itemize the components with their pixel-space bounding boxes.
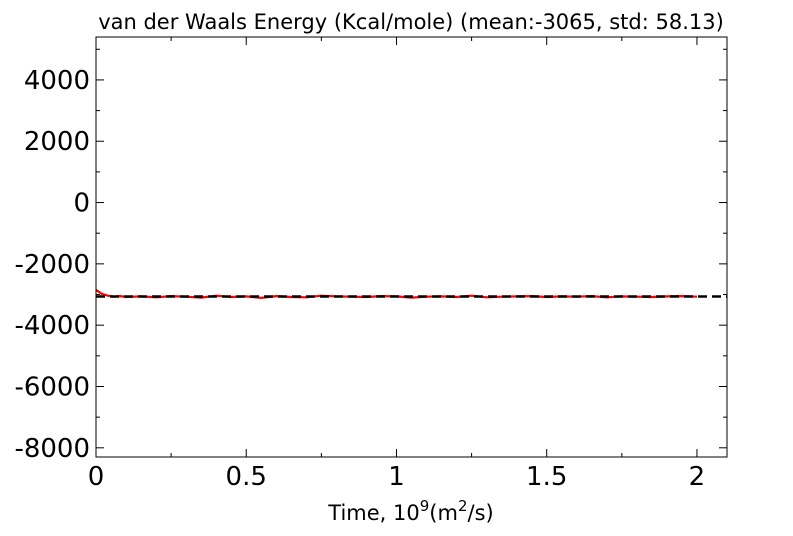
- x-tick-label-4: 2: [689, 462, 706, 492]
- x-axis-label-exp1: 9: [420, 497, 430, 515]
- x-tick-label-1: 0.5: [226, 462, 267, 492]
- y-tick-label-2: 0: [73, 189, 90, 219]
- plot-frame: [95, 36, 728, 458]
- ticks: 0 0.5 1 1.5 2 4000 2000 0 -2000 -4000 -6000 -8000: [14, 37, 727, 492]
- y-tick-label-5: -6000: [14, 372, 90, 402]
- series-layer: [95, 288, 727, 299]
- chart-title: van der Waals Energy (Kcal/mole) (mean:-…: [98, 10, 724, 34]
- y-tick-label-0: 4000: [24, 66, 90, 96]
- x-axis-label-suffix: /s): [468, 501, 494, 525]
- x-axis-label-mid: (m: [429, 501, 458, 525]
- x-tick-label-2: 1: [388, 462, 405, 492]
- x-tick-label-3: 1.5: [526, 462, 567, 492]
- y-tick-label-6: -8000: [14, 434, 90, 464]
- x-axis-label-exp2: 2: [458, 497, 468, 515]
- y-tick-label-1: 2000: [24, 127, 90, 157]
- x-tick-label-0: 0: [88, 462, 105, 492]
- y-tick-label-3: -2000: [14, 250, 90, 280]
- x-axis-label: Time, 109(m2/s): [327, 497, 493, 525]
- x-axis-label-prefix: Time, 10: [327, 501, 419, 525]
- y-tick-label-4: -4000: [14, 311, 90, 341]
